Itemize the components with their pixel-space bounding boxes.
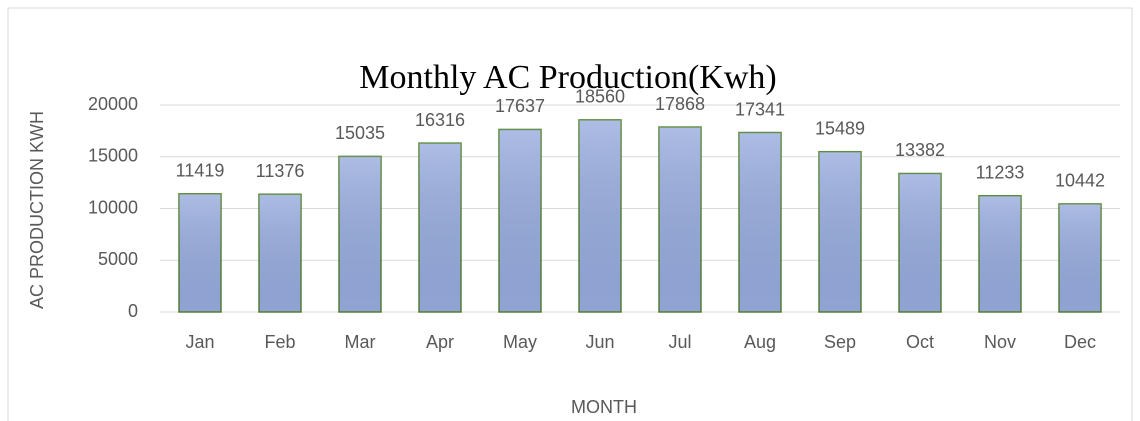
bar-shade — [899, 173, 941, 312]
x-tick-label: Aug — [744, 332, 776, 352]
value-label: 11233 — [976, 162, 1025, 182]
value-label: 11419 — [176, 161, 225, 181]
bar-shade — [579, 119, 621, 313]
bar-shade — [659, 127, 701, 313]
y-tick-label: 0 — [128, 301, 138, 321]
x-tick-label: Feb — [264, 332, 295, 352]
bar-shade — [1059, 203, 1101, 312]
bar-shade — [339, 156, 381, 312]
x-tick-label: Apr — [426, 332, 454, 352]
x-axis-label: MONTH — [571, 397, 637, 417]
y-tick-label: 15000 — [88, 146, 138, 166]
value-label: 17637 — [495, 96, 545, 116]
bar-shade — [499, 129, 541, 312]
y-axis-label: AC PRODUCTION KWH — [27, 111, 47, 309]
x-tick-label: Sep — [824, 332, 856, 352]
value-label: 13382 — [895, 140, 945, 160]
value-label: 10442 — [1055, 171, 1105, 191]
y-tick-label: 5000 — [98, 249, 138, 269]
value-label: 11376 — [256, 161, 305, 181]
bar-shade — [819, 151, 861, 312]
chart-frame — [7, 7, 1133, 421]
bar-shade — [259, 194, 301, 312]
bar-shade — [739, 132, 781, 312]
value-label: 17868 — [655, 94, 705, 114]
x-tick-label: Dec — [1064, 332, 1096, 352]
bar-shade — [419, 143, 461, 312]
y-tick-label: 10000 — [88, 197, 138, 217]
chart-title: Monthly AC Production(Kwh) — [359, 59, 776, 96]
x-tick-label: Jan — [185, 332, 214, 352]
x-tick-label: Nov — [984, 332, 1016, 352]
bar-shade — [979, 195, 1021, 312]
value-label: 17341 — [735, 99, 785, 119]
x-tick-label: Jun — [585, 332, 614, 352]
value-label: 15035 — [335, 123, 385, 143]
value-label: 18560 — [575, 87, 625, 107]
x-tick-label: Mar — [345, 332, 376, 352]
bar-shade — [179, 193, 221, 312]
x-tick-label: Oct — [906, 332, 934, 352]
y-tick-label: 20000 — [88, 94, 138, 114]
value-label: 16316 — [415, 110, 465, 130]
x-tick-label: Jul — [668, 332, 691, 352]
x-tick-label: May — [503, 332, 537, 352]
value-label: 15489 — [815, 118, 865, 138]
